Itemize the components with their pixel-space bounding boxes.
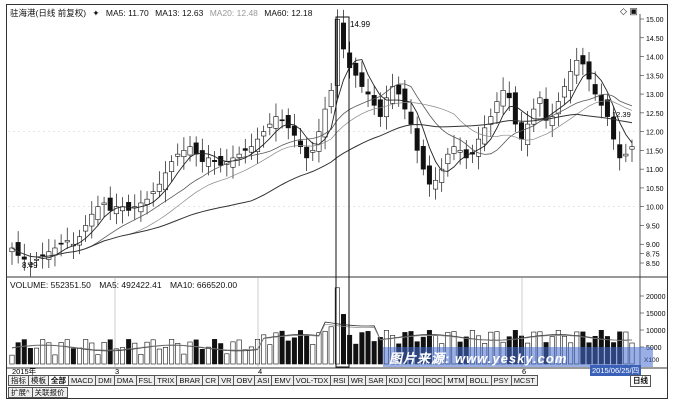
indicator-tab-roc[interactable]: ROC [422, 375, 446, 386]
extension-tab-0[interactable]: 扩展^ [8, 387, 33, 398]
indicator-tab--[interactable]: 模板 [28, 375, 49, 386]
indicator-tabs: 指标 模板 全部 MACD DMI DMA FSL TRIX BRAR CR VR OBV ASI EMV… [8, 375, 538, 386]
ma5-label: MA5: 11.70 [105, 8, 149, 18]
ma13-label: MA13: 12.63 [155, 8, 204, 18]
window-controls-icon[interactable]: ◇ ▣ [620, 6, 638, 16]
indicator-tab-psy[interactable]: PSY [490, 375, 512, 386]
indicator-tab-macd[interactable]: MACD [68, 375, 97, 386]
indicator-tab-kdj[interactable]: KDJ [385, 375, 406, 386]
watermark-banner: 图片来源: www.yesky.com [383, 347, 653, 367]
extension-tab-1[interactable]: 关联报价 [31, 387, 68, 398]
extension-tabs: 扩展^ 关联报价 [8, 387, 68, 398]
period-tabs: 日线 [630, 375, 651, 387]
indicator-tab-dma[interactable]: DMA [113, 375, 137, 386]
ma20-label: MA20: 12.48 [209, 8, 258, 18]
indicator-tab-rsi[interactable]: RSI [330, 375, 349, 386]
indicator-tab-emv[interactable]: EMV [271, 375, 294, 386]
indicator-tab-trix[interactable]: TRIX [154, 375, 178, 386]
indicator-tab-fsl[interactable]: FSL [135, 375, 156, 386]
volume-ma5: MA5: 492422.41 [99, 280, 162, 290]
indicator-tab-cr[interactable]: CR [202, 375, 220, 386]
ma60-label: MA60: 12.18 [264, 8, 313, 18]
indicator-tab-vol-tdx[interactable]: VOL-TDX [292, 375, 332, 386]
indicator-tab-mcst[interactable]: MCST [510, 375, 538, 386]
indicator-tab--[interactable]: 指标 [8, 375, 29, 386]
indicator-tab-mtm[interactable]: MTM [444, 375, 468, 386]
chart-header: 驻海港(日线 前复权) ✦ MA5: 11.70 MA13: 12.63 MA2… [10, 7, 316, 19]
arrow-icon: ✦ [92, 8, 100, 18]
indicator-tab--[interactable]: 全部 [48, 375, 69, 386]
indicator-tab-vr[interactable]: VR [218, 375, 235, 386]
indicator-tab-sar[interactable]: SAR [365, 375, 387, 386]
indicator-tab-cci[interactable]: CCI [404, 375, 424, 386]
date-label: 2015/06/25/四 [590, 365, 642, 376]
volume-header: VOLUME: 552351.50 MA5: 492422.41 MA10: 6… [10, 280, 243, 290]
indicator-tab-dmi[interactable]: DMI [95, 375, 115, 386]
indicator-tab-wr[interactable]: WR [347, 375, 367, 386]
volume-ma10: MA10: 666520.00 [169, 280, 238, 290]
indicator-tab-brar[interactable]: BRAR [176, 375, 204, 386]
indicator-tab-boll[interactable]: BOLL [466, 375, 492, 386]
period-tab-daily[interactable]: 日线 [630, 375, 651, 387]
stock-title[interactable]: 驻海港(日线 前复权) [10, 8, 87, 18]
chart-window [6, 4, 668, 399]
volume-value: VOLUME: 552351.50 [10, 280, 91, 290]
indicator-tab-obv[interactable]: OBV [233, 375, 256, 386]
indicator-tab-asi[interactable]: ASI [254, 375, 273, 386]
